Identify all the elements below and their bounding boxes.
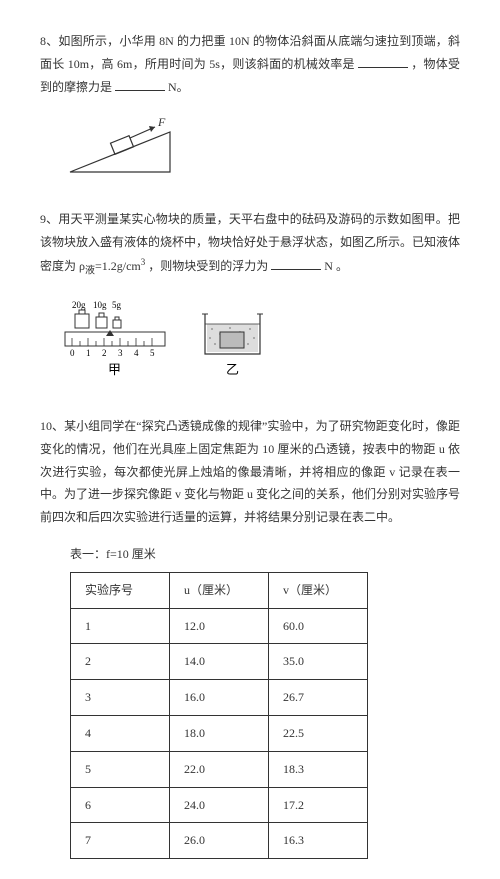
svg-text:4: 4 (134, 348, 139, 358)
table-1: 实验序号u（厘米）v（厘米） 112.060.0214.035.0316.026… (70, 572, 368, 859)
table-cell: 16.0 (170, 680, 269, 716)
table-cell: 22.0 (170, 751, 269, 787)
q8-blank-1[interactable] (358, 54, 408, 68)
table-header: v（厘米） (269, 572, 368, 608)
table-cell: 16.3 (269, 823, 368, 859)
table-cell: 7 (71, 823, 170, 859)
table-cell: 35.0 (269, 644, 368, 680)
svg-text:5: 5 (150, 348, 155, 358)
table-row: 522.018.3 (71, 751, 368, 787)
table-row: 316.026.7 (71, 680, 368, 716)
table-cell: 3 (71, 680, 170, 716)
w5: 5g (112, 300, 122, 310)
table-cell: 5 (71, 751, 170, 787)
table-cell: 6 (71, 787, 170, 823)
label-jia: 甲 (108, 362, 121, 377)
table-cell: 60.0 (269, 608, 368, 644)
table-row: 624.017.2 (71, 787, 368, 823)
svg-text:2: 2 (102, 348, 107, 358)
table-row: 214.035.0 (71, 644, 368, 680)
table-cell: 2 (71, 644, 170, 680)
q8-blank-2[interactable] (115, 77, 165, 91)
incline-figure: F (60, 112, 460, 190)
table1-caption: 表一：f=10 厘米 (70, 543, 460, 566)
table-row: 418.022.5 (71, 715, 368, 751)
table-cell: 26.0 (170, 823, 269, 859)
question-8: 8、如图所示，小华用 8N 的力把重 10N 的物体沿斜面从底端匀速拉到顶端，斜… (40, 30, 460, 98)
table-cell: 14.0 (170, 644, 269, 680)
table-cell: 18.0 (170, 715, 269, 751)
table-row: 726.016.3 (71, 823, 368, 859)
q9-sub: 液 (85, 265, 95, 276)
table-cell: 1 (71, 608, 170, 644)
table-header: u（厘米） (170, 572, 269, 608)
table-cell: 26.7 (269, 680, 368, 716)
question-9: 9、用天平测量某实心物块的质量，天平右盘中的砝码及游码的示数如图甲。把该物块放入… (40, 208, 460, 280)
q10-text: 10、某小组同学在“探究凸透镜成像的规律”实验中，为了研究物距变化时，像距变化的… (40, 419, 460, 524)
table-cell: 12.0 (170, 608, 269, 644)
svg-text:3: 3 (118, 348, 123, 358)
w10: 10g (93, 300, 107, 310)
table-cell: 22.5 (269, 715, 368, 751)
table-cell: 24.0 (170, 787, 269, 823)
svg-text:F: F (157, 115, 166, 129)
svg-text:1: 1 (86, 348, 91, 358)
q9-text-b: ，则物块受到的浮力为 (148, 259, 268, 273)
q9-text-c: N 。 (324, 259, 348, 273)
table-cell: 18.3 (269, 751, 368, 787)
question-10: 10、某小组同学在“探究凸透镜成像的规律”实验中，为了研究物距变化时，像距变化的… (40, 415, 460, 529)
w20: 20g (72, 300, 86, 310)
table-header: 实验序号 (71, 572, 170, 608)
q8-text-c: N。 (168, 80, 189, 94)
svg-text:0: 0 (70, 348, 75, 358)
table-cell: 4 (71, 715, 170, 751)
table-row: 112.060.0 (71, 608, 368, 644)
q9-blank[interactable] (271, 256, 321, 270)
balance-beaker-figure: 20g 10g 5g 0 1 2 3 4 5 甲 (60, 294, 460, 397)
q9-sup: 3 (141, 257, 146, 267)
table-cell: 17.2 (269, 787, 368, 823)
label-yi: 乙 (226, 362, 239, 377)
q9-eq: =1.2g/cm (95, 259, 141, 273)
